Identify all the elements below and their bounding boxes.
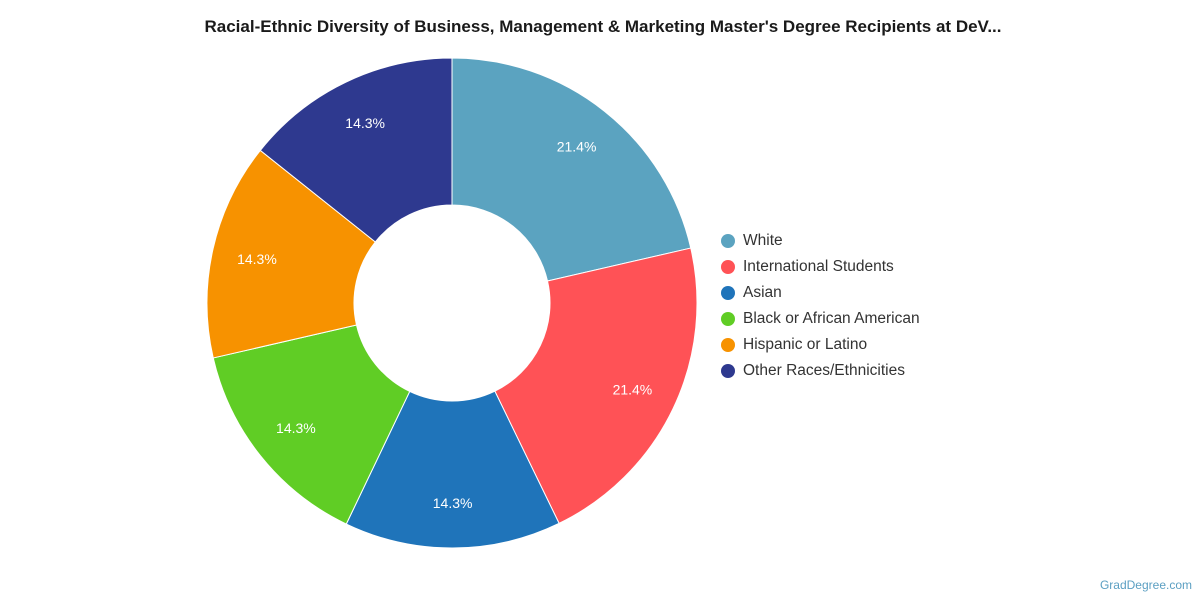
slice-label: 21.4% (613, 381, 653, 397)
slice-label: 14.3% (276, 420, 316, 436)
slice-label: 14.3% (345, 115, 385, 131)
slice-label: 14.3% (237, 251, 277, 267)
legend-swatch (721, 234, 735, 248)
slice-black-or-african-american[interactable] (212, 324, 411, 525)
legend-item-white[interactable]: White (721, 228, 920, 254)
legend-label: White (743, 232, 783, 249)
legend-swatch (721, 260, 735, 274)
slice-asian[interactable] (345, 390, 560, 549)
chart-title: Racial-Ethnic Diversity of Business, Man… (204, 17, 1002, 36)
legend-swatch (721, 312, 735, 326)
legend-label: International Students (743, 258, 894, 275)
legend-item-asian[interactable]: Asian (721, 280, 920, 306)
legend-label: Asian (743, 284, 782, 301)
legend-item-other-races-ethnicities[interactable]: Other Races/Ethnicities (721, 358, 920, 384)
slice-label: 21.4% (557, 139, 597, 155)
slice-label: 14.3% (433, 495, 473, 511)
legend-label: Hispanic or Latino (743, 336, 868, 353)
legend-label: Other Races/Ethnicities (743, 362, 905, 379)
legend-swatch (721, 364, 735, 378)
legend-item-international-students[interactable]: International Students (721, 254, 920, 280)
legend-swatch (721, 286, 735, 300)
slice-hispanic-or-latino[interactable] (206, 149, 377, 359)
legend-item-hispanic-or-latino[interactable]: Hispanic or Latino (721, 332, 920, 358)
slice-white[interactable] (451, 57, 692, 282)
slice-international-students[interactable] (494, 247, 698, 525)
legend-item-black-or-african-american[interactable]: Black or African American (721, 306, 920, 332)
chart-legend: White International Students Asian Black or… (721, 228, 920, 384)
slice-other-races-ethnicities[interactable] (259, 57, 453, 243)
legend-swatch (721, 338, 735, 352)
site-credit[interactable]: GradDegree.com (1099, 578, 1192, 592)
legend-label: Black or African American (743, 310, 920, 327)
